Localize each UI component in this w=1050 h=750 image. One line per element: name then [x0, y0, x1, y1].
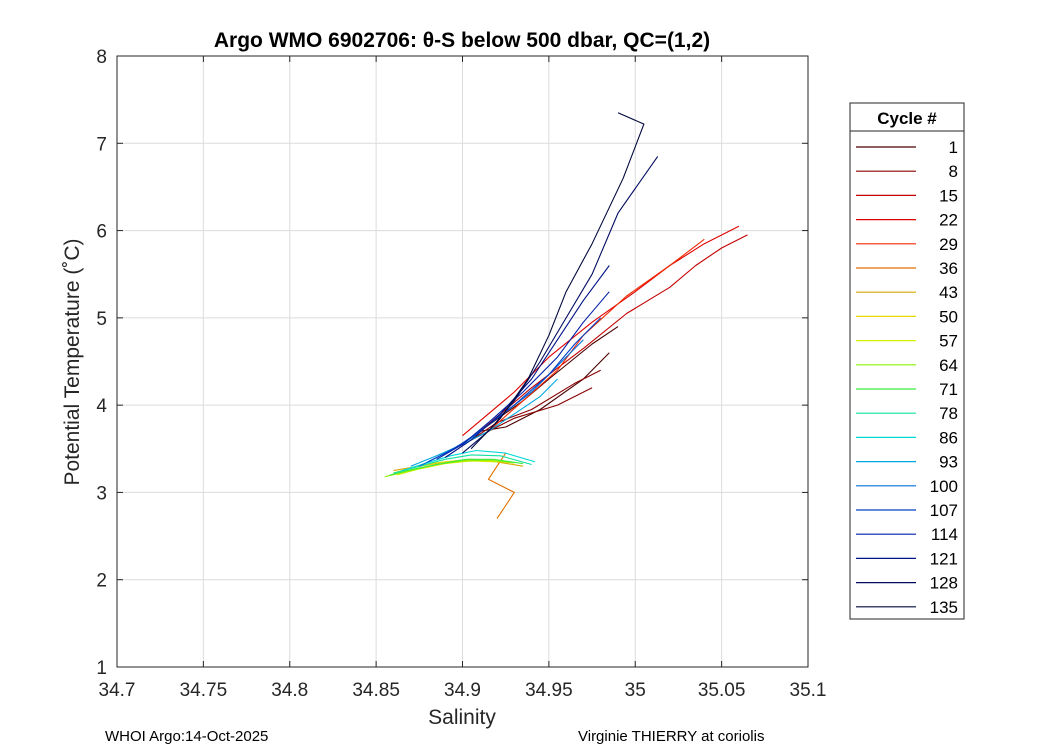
series-line-cycle-71 — [389, 458, 524, 476]
legend-label-cycle-135: 135 — [930, 598, 958, 617]
legend-label-cycle-107: 107 — [930, 501, 958, 520]
series-line-cycle-8 — [470, 369, 601, 441]
series-line-cycle-15 — [479, 234, 748, 432]
series-line-cycle-86 — [401, 449, 536, 472]
x-tick-label: 34.7 — [99, 680, 136, 701]
series-line-cycle-22 — [462, 225, 740, 437]
x-tick-label: 35.05 — [698, 680, 746, 701]
legend-label-cycle-121: 121 — [930, 549, 958, 568]
x-tick-label: 34.75 — [180, 680, 228, 701]
y-axis-label: Potential Temperature (˚C) — [61, 238, 84, 485]
x-tick-label: 34.85 — [352, 680, 400, 701]
y-tick-label: 1 — [96, 658, 107, 679]
series-line-cycle-135 — [470, 112, 645, 450]
x-tick-label: 34.9 — [444, 680, 481, 701]
legend-label-cycle-57: 57 — [939, 332, 958, 351]
series-line-cycle-36 — [487, 452, 515, 519]
legend-title: Cycle # — [877, 109, 937, 128]
legend-label-cycle-64: 64 — [939, 356, 958, 375]
series-line-cycle-78 — [393, 454, 532, 474]
footer-right: Virginie THIERRY at coriolis — [578, 728, 764, 745]
y-tick-label: 6 — [96, 222, 107, 243]
legend-entries: 1 8 15 22 29 36 43 50 57 64 71 78 86 93 100 107 114 121 12… — [856, 138, 958, 617]
legend-label-cycle-71: 71 — [939, 380, 958, 399]
x-tick-label: 34.8 — [271, 680, 308, 701]
legend-label-cycle-114: 114 — [931, 525, 958, 544]
series-line-cycle-114 — [436, 291, 610, 460]
y-tick-label: 2 — [96, 571, 107, 592]
legend-label-cycle-1: 1 — [949, 138, 958, 157]
legend: Cycle # 1 8 15 22 29 36 43 50 57 64 71 78 86 93 100 107… — [849, 102, 965, 620]
y-tick-label: 5 — [96, 309, 107, 330]
x-tick-label: 35 — [625, 680, 646, 701]
y-tick-label: 8 — [96, 47, 107, 68]
legend-label-cycle-29: 29 — [939, 235, 958, 254]
legend-label-cycle-78: 78 — [939, 404, 958, 423]
legend-label-cycle-43: 43 — [939, 283, 958, 302]
legend-label-cycle-50: 50 — [939, 307, 958, 326]
x-axis-label: Salinity — [428, 706, 496, 729]
legend-box — [849, 102, 965, 620]
legend-label-cycle-86: 86 — [939, 428, 958, 447]
legend-label-cycle-100: 100 — [930, 477, 958, 496]
x-tick-label: 34.95 — [525, 680, 573, 701]
series-line-cycle-121 — [444, 265, 610, 458]
chart-title: Argo WMO 6902706: θ-S below 500 dbar, QC… — [214, 29, 710, 52]
y-tick-label: 4 — [96, 396, 107, 417]
legend-label-cycle-8: 8 — [949, 162, 958, 181]
legend-label-cycle-128: 128 — [930, 574, 958, 593]
legend-label-cycle-36: 36 — [939, 259, 958, 278]
legend-label-cycle-22: 22 — [939, 211, 958, 230]
legend-label-cycle-93: 93 — [939, 453, 958, 472]
legend-label-cycle-15: 15 — [939, 186, 958, 205]
y-tick-label: 3 — [96, 483, 107, 504]
plot-area: 34.7 34.75 34.8 34.85 34.9 34.95 35 35.05 35.112… — [96, 47, 826, 701]
x-tick-label: 35.1 — [790, 680, 827, 701]
y-tick-label: 7 — [96, 134, 107, 155]
footer-left: WHOI Argo:14-Oct-2025 — [105, 728, 268, 745]
